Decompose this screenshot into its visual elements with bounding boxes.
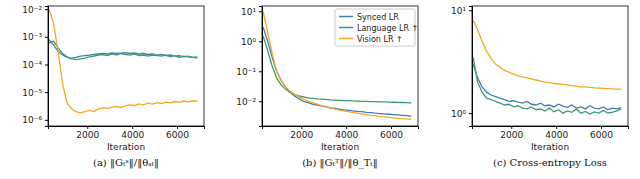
x-tick-label: 6000 [166,130,189,140]
x-tick-mark [601,126,602,129]
y-tick-label: 10⁻⁴ [22,60,42,70]
panel-title: (a) ‖Gₜˢ‖/‖θₛₜ‖ [93,157,159,169]
y-tick-label: 10⁰ [241,37,256,47]
x-axis-title: Iteration [321,142,359,152]
y-tick-label: 10⁻⁵ [22,88,42,98]
y-tick-label: 10⁰ [451,109,466,119]
x-tick: 2000 [500,126,523,140]
x-tick: 4000 [335,126,358,140]
plot-frame [472,6,628,126]
y-tick: 10⁻² [22,5,48,15]
x-tick: 4000 [121,126,144,140]
y-tick: 10⁰ [451,109,472,119]
series-line [49,41,197,60]
y-tick: 10⁻¹ [236,67,262,77]
series-line [473,20,621,89]
y-tick: 10⁻² [236,97,262,107]
y-tick: 10⁻⁶ [22,115,48,125]
y-tick-mark [469,113,472,114]
x-tick-mark [301,126,302,129]
panel: 2000 4000 6000 10⁻² 10⁻¹ 10⁰ 10¹ Iteration (b) ‖… [236,6,418,169]
y-tick-label: 10⁻² [22,5,42,15]
x-tick-label: 6000 [380,130,403,140]
x-axis-title: Iteration [531,142,569,152]
x-tick-label: 2000 [290,130,313,140]
y-tick-mark [259,11,262,12]
x-tick-label: 2000 [500,130,523,140]
y-tick: 10¹ [241,7,262,17]
y-axis: 10⁻⁶ 10⁻⁵ 10⁻⁴ 10⁻³ 10⁻² [22,5,48,127]
x-axis: 2000 4000 6000 [473,126,629,140]
x-tick-label: 6000 [590,130,613,140]
x-tick: 4000 [545,126,568,140]
y-tick: 10⁻³ [22,32,48,42]
series-line [473,57,621,114]
legend-swatch [339,16,353,18]
y-axis: 10⁰ 10¹ [451,6,473,127]
legend: Synced LR Language LR ↑ Vision LR ↑ [335,9,418,46]
x-tick: 6000 [590,126,613,140]
y-tick: 10¹ [451,6,472,16]
x-tick-mark [391,126,392,129]
x-axis: 2000 4000 6000 [263,126,419,140]
legend-swatch [339,38,353,40]
x-tick-label: 4000 [335,130,358,140]
legend-label: Language LR ↑ [357,24,418,33]
x-axis-title: Iteration [107,142,145,152]
x-tick-label: 4000 [545,130,568,140]
legend-swatch [339,27,353,29]
y-axis: 10⁻² 10⁻¹ 10⁰ 10¹ [236,7,262,127]
panel-title: (c) Cross-entropy Loss [493,157,607,168]
plot-frame [48,6,204,126]
y-tick-mark [45,37,48,38]
x-tick-mark [177,126,178,129]
x-axis-line [49,127,205,130]
x-tick-mark [511,126,512,129]
y-tick-mark [45,9,48,10]
legend-label: Vision LR ↑ [357,35,403,44]
y-tick-label: 10¹ [241,7,256,17]
plot-frame [262,6,418,126]
y-tick-mark [259,101,262,102]
x-tick-mark [556,126,557,129]
y-tick-label: 10⁻³ [22,32,42,42]
panel: 2000 4000 6000 10⁰ 10¹ Iteration (c) Cross-ent… [451,6,629,168]
x-tick-label: 2000 [76,130,99,140]
lines [473,20,621,114]
x-tick-mark [346,126,347,129]
y-tick-mark [469,10,472,11]
x-tick-mark [132,126,133,129]
x-tick-mark [87,126,88,129]
x-tick: 6000 [380,126,403,140]
y-tick-mark [45,65,48,66]
figure: 2000 4000 6000 10⁻⁶ 10⁻⁵ 10⁻⁴ 10⁻³ 10⁻² Iteratio… [0,0,640,179]
y-tick-label: 10¹ [451,6,466,16]
panel: 2000 4000 6000 10⁻⁶ 10⁻⁵ 10⁻⁴ 10⁻³ 10⁻² Iteratio… [22,5,204,169]
y-tick-label: 10⁻² [236,97,256,107]
y-tick: 10⁻⁵ [22,88,48,98]
series-line [49,9,197,113]
legend-label: Synced LR [357,13,399,22]
y-tick-mark [259,71,262,72]
panel-title: (b) ‖Gₜᵀ‖/‖θ_Tₜ‖ [302,157,378,169]
x-tick-label: 4000 [121,130,144,140]
y-tick: 10⁰ [241,37,262,47]
x-tick: 2000 [290,126,313,140]
x-tick: 6000 [166,126,189,140]
x-tick: 2000 [76,126,99,140]
y-tick-mark [45,92,48,93]
y-tick-mark [259,41,262,42]
x-axis: 2000 4000 6000 [49,126,205,140]
y-tick-label: 10⁻⁶ [22,115,42,125]
y-tick-label: 10⁻¹ [236,67,256,77]
x-axis-line [263,127,419,130]
series-line [473,64,621,110]
y-tick-mark [45,120,48,121]
y-tick: 10⁻⁴ [22,60,48,70]
x-axis-line [473,127,629,130]
lines [49,9,197,113]
